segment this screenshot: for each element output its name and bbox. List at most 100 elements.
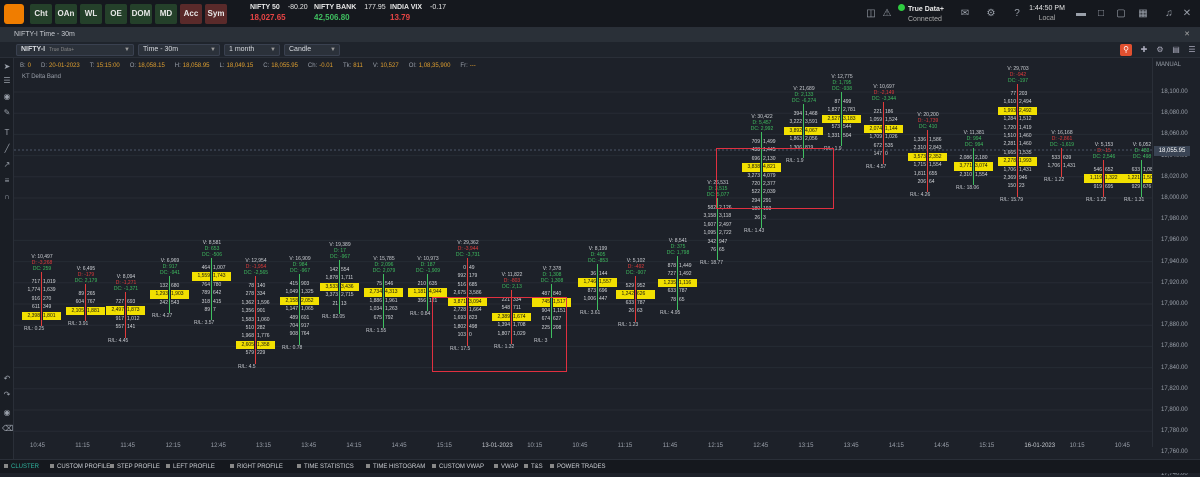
footprint-bar[interactable]: V: 5,102 D: -492 DC: -907 529 952 1,242 626 633… [616,258,656,328]
visibility-icon[interactable]: ◉ [3,408,11,417]
footprint-row: 604 767 [66,298,106,306]
footprint-bar[interactable]: V: 29,362 D: -3,944 DC: -3,731 0 49 992 179 516… [448,240,488,352]
tab-vwap[interactable]: VWAP [494,460,518,474]
magnet-icon[interactable]: ∩ [4,192,10,201]
footprint-bar[interactable]: V: 10,697 D: -2,149 DC: -3,344 221 186 1,059 1… [864,84,904,170]
footprint-bar[interactable]: V: 29,703 D: -942 DC: -197 77 203 1,610 2,494 1… [998,66,1038,203]
ticker-1[interactable]: NIFTY BANK 177.95 42,506.80 [314,3,386,23]
footprint-stats: V: 20,200 D: -1,739 DC: 410 [908,112,948,130]
tab-custom-vwap[interactable]: CUSTOM VWAP [432,460,484,474]
footprint-row: 579 229 [236,349,276,357]
footprint-bar[interactable]: V: 10,973 D: 187 DC: -1,909 210 635 1,181 4,94… [408,256,448,317]
footprint-bar[interactable]: V: 6,969 D: 917 DC: -941 132 680 1,293 1,903 24… [150,258,190,319]
footprint-bar[interactable]: V: 6,495 D: -179 DC: 2,179 89 265 604 767 2,105… [66,266,106,327]
menu-icon[interactable]: ☰ [1188,45,1196,54]
search-icon[interactable]: ⚲ [1120,44,1132,56]
quick-button-4[interactable]: DOM [130,4,152,24]
chart-style-select[interactable]: Candle ▼ [284,44,340,56]
tab-custom-profile[interactable]: CUSTOM PROFILE [50,460,110,474]
ask-volume: 1,012 [127,315,140,322]
bell-icon[interactable]: ⚠ [882,8,892,19]
help-icon[interactable]: ? [1014,8,1020,19]
footprint-row: 26 3 [742,214,782,222]
tab-t-s[interactable]: T&S [524,460,543,474]
footprint-bar[interactable]: V: 12,954 D: -1,954 DC: -2,565 78 140 278 334 1… [236,258,276,370]
quick-button-0[interactable]: Cht [30,4,52,24]
lock-icon[interactable]: ◫ [866,8,876,19]
settings-icon[interactable]: ⚙ [986,8,996,19]
app-logo[interactable] [4,4,24,24]
close-window-icon[interactable]: ✕ [1184,31,1190,38]
price-axis[interactable]: 18,100.0018,080.0018,060.0018,040.0018,0… [1152,58,1200,477]
restore-icon[interactable]: □ [1097,8,1105,19]
quick-button-5[interactable]: MD [155,4,177,24]
minimize-icon[interactable]: ▬ [1076,8,1086,19]
layers-icon[interactable]: ☰ [3,76,11,85]
footprint-bar[interactable]: V: 16,909 D: 984 DC: -967 415 903 1,049 1,325 2… [280,256,320,351]
footprint-bar[interactable]: V: 5,153 D: -15 DC: 2,546 546 652 1,119 1,322 9… [1084,142,1124,203]
footprint-bar[interactable]: V: 7,378 D: 1,308 DC: 1,308 487 840 745 1,517 9… [532,266,572,344]
quick-button-3[interactable]: OE [105,4,127,24]
candle-wick [1103,160,1104,198]
footprint-bar[interactable]: V: 8,541 D: 375 DC: 1,798 878 1,449 727 1,492 1… [658,238,698,316]
ticker-0[interactable]: NIFTY 50 -80.20 18,027.65 [250,3,308,23]
footprint-bar[interactable]: V: 10,497 D: -3,268 DC: 259 717 1,019 1,774 1,… [22,254,62,332]
footprint-bar[interactable]: V: 8,581 D: 653 DC: -506 464 1,007 1,559 1,743… [192,240,232,326]
quick-button-1[interactable]: OAn [55,4,77,24]
quick-button-2[interactable]: WL [80,4,102,24]
ticker-2[interactable]: INDIA VIX -0.17 13.79 [390,3,446,23]
connection-status[interactable]: True Data+ Connected [898,4,944,25]
range-select[interactable]: 1 month ▼ [224,44,280,56]
ask-volume: 2,494 [1019,99,1032,106]
footprint-bar[interactable]: V: 8,094 D: -1,271 DC: -1,371 727 693 2,497 1,… [106,274,146,344]
footprint-bar[interactable]: V: 16,168 D: -2,861 DC: -1,619 533 639 1,706 1… [1042,130,1082,183]
tab-left-profile[interactable]: LEFT PROFILE [166,460,215,474]
fullscreen-icon[interactable]: ▦ [1138,8,1148,19]
footprint-bar[interactable]: V: 8,199 D: 405 DC: -853 36 144 1,746 1,557 873… [578,246,618,316]
message-icon[interactable]: ✉ [960,8,970,19]
footprint-row: 727 1,492 [658,270,698,278]
quick-button-6[interactable]: Acc [180,4,202,24]
footprint-bar[interactable]: V: 19,389 D: 17 DC: -967 142 554 1,878 1,711 3,… [320,242,360,320]
footprint-bar[interactable]: V: 26,531 D: 3,515 DC: 5,077 582 2,126 3,158 3… [698,180,738,266]
quick-button-7[interactable]: Sym [205,4,227,24]
tab-icon [4,464,8,469]
ratio-label: R/L: 0.25 [24,326,44,332]
tab-right-profile[interactable]: RIGHT PROFILE [230,460,283,474]
tab-time-statistics[interactable]: TIME STATISTICS [297,460,354,474]
line-icon[interactable]: ╱ [4,144,10,153]
volume-prefix: V: [329,242,336,248]
footprint-bar[interactable]: V: 12,775 D: 1,795 DC: -938 87 499 1,827 2,781… [822,74,862,152]
sound-icon[interactable]: ♫ [1165,8,1173,19]
maximize-icon[interactable]: ▢ [1116,8,1126,19]
axis-mode-label[interactable]: MANUAL [1156,62,1182,68]
time-axis[interactable]: 10:45 11:15 11:45 12:15 12:45 13:15 13:45 14:15… [14,442,1152,454]
close-icon[interactable]: ✕ [1182,8,1192,19]
settings-icon[interactable]: ⚙ [1156,45,1164,54]
tab-power-trades[interactable]: POWER TRADES [550,460,606,474]
trash-icon[interactable]: ⌫ [2,424,14,433]
tab-time-histogram[interactable]: TIME HISTOGRAM [366,460,425,474]
ask-volume: 65 [719,247,725,253]
eye-icon[interactable]: ◉ [3,92,11,101]
symbol-selector[interactable]: NIFTY-I True Data+ ▼ [16,44,134,56]
undo-icon[interactable]: ↶ [3,374,11,383]
timeframe-select[interactable]: Time - 30m ▼ [138,44,220,56]
footprint-bar[interactable]: V: 11,381 D: 994 DC: 994 2,086 2,180 3,771 3,0… [954,130,994,191]
fib-icon[interactable]: ≡ [4,176,10,185]
tab-cluster[interactable]: CLUSTER [4,460,39,474]
footprint-bar[interactable]: V: 15,785 D: 2,096 DC: 2,079 75 546 2,734 4,31… [364,256,404,334]
footprint-bar[interactable]: V: 30,422 D: 5,457 DC: 2,992 709 1,499 438 1,4… [742,114,782,234]
redo-icon[interactable]: ↷ [3,390,11,399]
layout-icon[interactable]: ▤ [1172,45,1180,54]
tab-step-profile[interactable]: STEP PROFILE [110,460,160,474]
crosshair-icon[interactable]: ✚ [1140,45,1148,54]
text-icon[interactable]: T [4,128,10,137]
pencil-icon[interactable]: ✎ [3,108,11,117]
ray-icon[interactable]: ↗ [3,160,11,169]
cursor-icon[interactable]: ➤ [3,62,11,71]
bid-volume: 727 [115,299,124,305]
footprint-bar[interactable]: V: 21,689 D: 2,133 DC: -6,274 394 1,468 3,222… [784,86,824,164]
footprint-bar[interactable]: V: 20,200 D: -1,739 DC: 410 1,336 1,586 2,310… [908,112,948,198]
footprint-bar[interactable]: V: 11,822 D: -803 DC: 2,13 221 334 548 711 2,38… [492,272,532,350]
